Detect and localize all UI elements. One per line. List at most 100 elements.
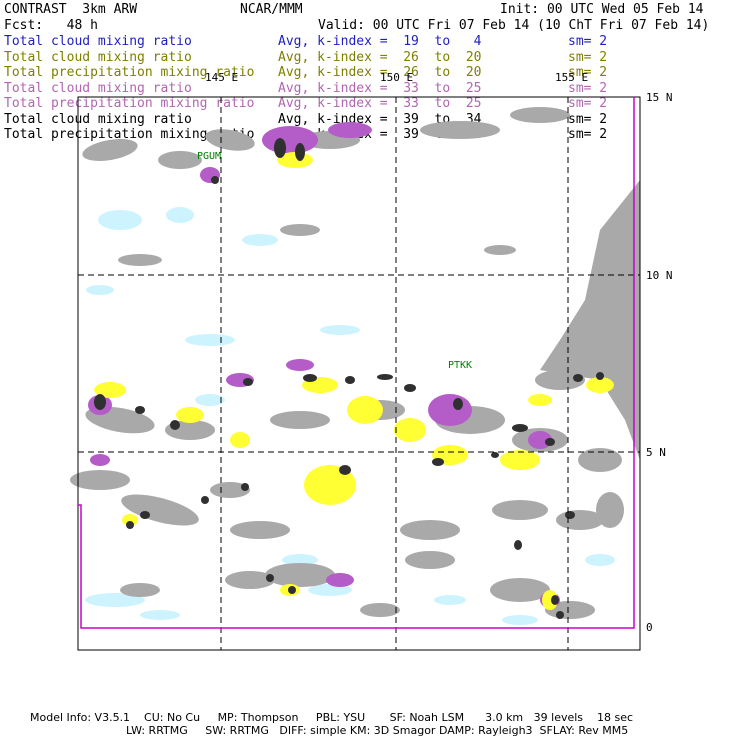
model-info-line1: Model Info: V3.5.1 CU: No Cu MP: Thompso… (30, 711, 634, 724)
field-blob (270, 411, 330, 429)
field-blob (94, 382, 126, 398)
field-blob (170, 420, 180, 430)
lat-label-10: 10 N (646, 269, 673, 282)
org-label: NCAR/MMM (240, 2, 303, 17)
field-shading (70, 107, 640, 625)
field-blob (185, 334, 235, 346)
domain-boundary (78, 97, 635, 629)
field-blob (303, 374, 317, 382)
field-blob (484, 245, 516, 255)
field-blob (573, 374, 583, 382)
field-blob (201, 496, 209, 504)
init-time: Init: 00 UTC Wed 05 Feb 14 (500, 2, 704, 17)
field-blob (282, 554, 318, 566)
field-blob (266, 574, 274, 582)
field-blob (502, 615, 538, 625)
legend-field: Total cloud mixing ratio (4, 80, 192, 96)
field-blob (211, 176, 219, 184)
forecast-hour: Fcst: 48 h (4, 18, 98, 33)
legend-field: Total cloud mixing ratio (4, 34, 192, 49)
field-blob (490, 578, 550, 602)
model-info-line2: LW: RRTMG SW: RRTMG DIFF: simple KM: 3D … (126, 724, 629, 737)
field-blob (280, 224, 320, 236)
field-blob (70, 470, 130, 490)
lon-label-150: 150 E (380, 71, 414, 84)
field-blob (210, 482, 250, 498)
field-blob (492, 500, 548, 520)
lon-gridlines (220, 97, 569, 650)
field-blob (394, 418, 426, 442)
legend-field: Total precipitation mixing ratio (4, 96, 255, 111)
field-blob (585, 554, 615, 566)
field-blob (420, 121, 500, 139)
legend-sm: sm= 2 (568, 80, 608, 96)
field-blob (140, 511, 150, 519)
field-blob (230, 432, 250, 448)
lat-label-0: 0 (646, 621, 653, 634)
legend-avg: Avg, k-index = 26 to 20 (278, 65, 482, 80)
legend-sm: sm= 2 (568, 65, 608, 80)
field-blob (176, 407, 204, 423)
station-ptkk: PTKK (448, 360, 473, 371)
field-blob (491, 452, 499, 458)
field-blob (500, 450, 540, 470)
field-blob (535, 370, 585, 390)
legend-field: Total precipitation mixing ratio (4, 65, 255, 80)
field-blob (308, 584, 352, 596)
field-blob (195, 394, 225, 406)
field-blob (377, 374, 393, 380)
field-blob (339, 465, 351, 475)
field-blob (286, 359, 314, 371)
legend-sm: sm= 2 (568, 127, 608, 142)
lat-gridlines (78, 96, 640, 453)
field-blob (205, 129, 255, 151)
field-blob (434, 595, 466, 605)
field-blob (540, 180, 640, 460)
field-blob (288, 586, 296, 594)
field-blob (578, 448, 622, 472)
field-blob (326, 573, 354, 587)
lon-label-145: 145 E (205, 71, 239, 84)
field-blob (82, 139, 138, 161)
field-blob (428, 394, 472, 426)
field-blob (85, 593, 145, 607)
field-blob (166, 207, 194, 223)
field-blob (230, 521, 290, 539)
field-blob (262, 126, 318, 154)
field-blob (121, 494, 199, 526)
legend-avg: Avg, k-index = 26 to 20 (278, 49, 482, 65)
legend-sm: sm= 2 (568, 96, 608, 111)
legend-sm: sm= 2 (568, 34, 608, 49)
field-blob (241, 483, 249, 491)
legend-sm: sm= 2 (568, 111, 608, 127)
field-blob (90, 454, 110, 466)
field-blob (158, 151, 202, 169)
legend-field: Total cloud mixing ratio (4, 111, 192, 127)
field-blob (94, 394, 106, 410)
field-blob (126, 521, 134, 529)
lon-label-155: 155 E (555, 71, 589, 84)
field-blob (98, 210, 142, 230)
field-blob (345, 376, 355, 384)
legend-sm: sm= 2 (568, 49, 608, 65)
field-blob (405, 551, 455, 569)
field-blob (135, 406, 145, 414)
field-blob (596, 372, 604, 380)
field-blob (295, 143, 305, 161)
field-blob (400, 520, 460, 540)
field-blob (542, 590, 558, 610)
field-blob (556, 611, 564, 619)
field-blob (596, 492, 624, 528)
field-blob (586, 377, 614, 393)
model-title: CONTRAST 3km ARW (4, 2, 138, 17)
field-blob (514, 540, 522, 550)
field-blob (528, 431, 552, 449)
field-blob (140, 610, 180, 620)
field-blob (122, 514, 138, 526)
field-blob (225, 571, 275, 589)
field-blob (328, 122, 372, 138)
field-blob (243, 378, 253, 386)
field-blob (347, 396, 383, 424)
field-blob (510, 107, 570, 123)
